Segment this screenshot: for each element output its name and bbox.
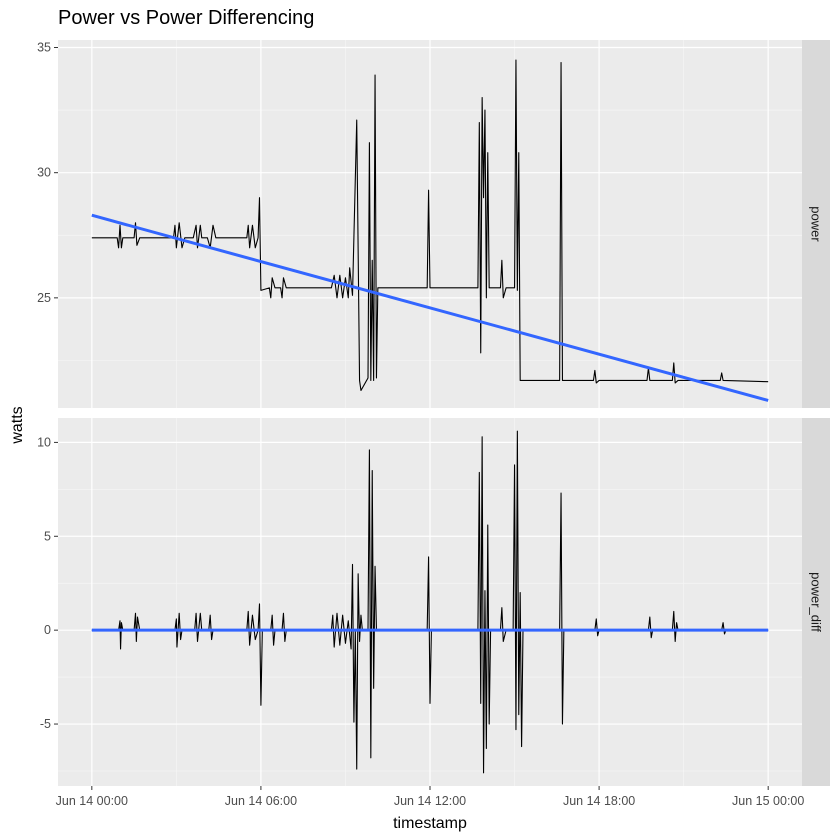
y-axis-power: 25 30 35 xyxy=(37,41,58,305)
y-tick-label: 10 xyxy=(37,435,51,449)
y-axis-power-diff: -5 0 5 10 xyxy=(37,435,58,731)
x-tick-label: Jun 14 18:00 xyxy=(563,794,635,808)
x-tick-label: Jun 14 00:00 xyxy=(56,794,128,808)
y-tick-label: 25 xyxy=(37,291,51,305)
x-tick-label: Jun 14 12:00 xyxy=(394,794,466,808)
x-axis: Jun 14 00:00 Jun 14 06:00 Jun 14 12:00 Jun … xyxy=(56,786,804,808)
chart-title: Power vs Power Differencing xyxy=(58,7,314,29)
y-axis-title: watts xyxy=(9,406,26,444)
x-tick-label: Jun 15 00:00 xyxy=(732,794,804,808)
y-tick-label: -5 xyxy=(40,717,51,731)
y-tick-label: 35 xyxy=(37,41,51,55)
panel-power-diff: -5 0 5 10 power_diff xyxy=(37,418,830,786)
strip-power-diff xyxy=(802,418,830,786)
x-axis-title: timestamp xyxy=(393,815,467,832)
power-series-line xyxy=(91,59,769,392)
y-tick-label: 5 xyxy=(44,529,51,543)
power-trend-line xyxy=(91,213,769,402)
y-tick-label: 0 xyxy=(44,623,51,637)
x-tick-label: Jun 14 06:00 xyxy=(225,794,297,808)
strip-label-power: power xyxy=(809,206,824,242)
strip-power xyxy=(802,40,830,408)
gridlines xyxy=(58,40,802,408)
power-diff-series-line xyxy=(91,430,769,774)
y-tick-label: 30 xyxy=(37,166,51,180)
strip-label-power-diff: power_diff xyxy=(809,572,824,632)
panel-power: 25 30 35 power xyxy=(37,40,830,408)
